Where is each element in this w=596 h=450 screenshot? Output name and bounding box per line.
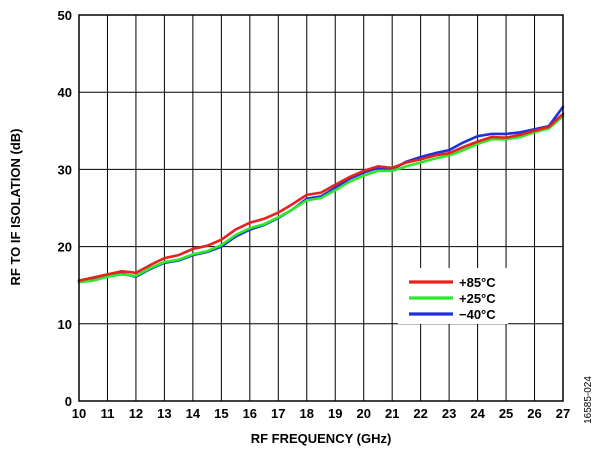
x-tick-label: 12: [129, 406, 143, 421]
y-tick-label: 20: [58, 240, 72, 255]
grid: [78, 14, 564, 402]
x-axis-title: RF FREQUENCY (GHz): [251, 431, 392, 446]
x-tick-label: 23: [442, 406, 456, 421]
x-tick-label: 10: [72, 406, 86, 421]
y-axis-title: RF TO IF ISOLATION (dB): [8, 129, 23, 286]
legend: +85°C+25°C−40°C: [398, 268, 508, 324]
y-tick-label: 40: [58, 85, 72, 100]
x-tick-label: 13: [157, 406, 171, 421]
x-tick-label: 15: [214, 406, 228, 421]
data-series: [77, 105, 565, 284]
x-tick-label: 21: [385, 406, 399, 421]
x-tick-label: 20: [356, 406, 370, 421]
y-tick-label: 10: [58, 317, 72, 332]
x-tick-label: 16: [243, 406, 257, 421]
x-tick-label: 17: [271, 406, 285, 421]
x-tick-label: 19: [328, 406, 342, 421]
x-tick-label: 26: [527, 406, 541, 421]
series-line: [77, 112, 565, 282]
y-tick-label: 50: [58, 8, 72, 23]
axes: 10 11 12 13 14 15 16 17 18 19 20 21 22 23 24 25 26 270102…: [58, 8, 571, 421]
y-tick-label: 30: [58, 162, 72, 177]
x-tick-label: 14: [186, 406, 201, 421]
legend-label: +25°C: [459, 291, 496, 306]
series-line: [77, 105, 565, 283]
x-tick-label: 11: [101, 406, 115, 421]
figure-id: 16585-024: [583, 376, 594, 424]
x-tick-label: 27: [556, 406, 570, 421]
y-tick-label: 0: [65, 394, 72, 409]
x-tick-label: 22: [413, 406, 427, 421]
plot-frame: [78, 14, 564, 402]
x-tick-label: 24: [470, 406, 485, 421]
legend-label: −40°C: [459, 307, 496, 322]
legend-label: +85°C: [459, 275, 496, 290]
series-line: [77, 114, 565, 284]
x-tick-label: 18: [300, 406, 314, 421]
x-tick-label: 25: [499, 406, 513, 421]
